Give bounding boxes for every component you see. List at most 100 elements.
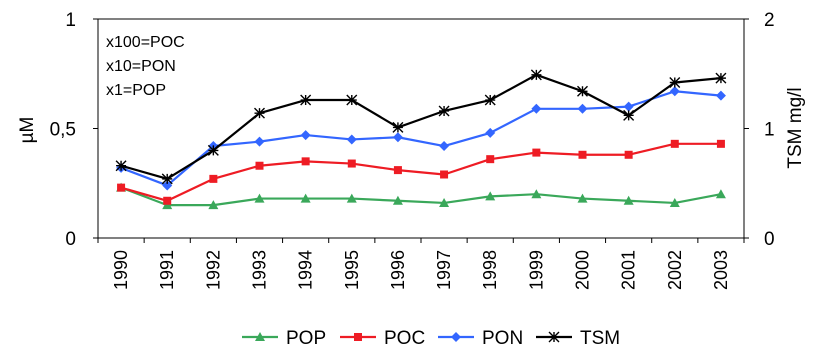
poc-point [578,150,587,159]
pop-point [392,195,403,205]
x-tick-label: 1995 [342,250,362,290]
poc-point [486,155,495,164]
x-tick-label: 1990 [111,250,131,290]
series-layer [115,69,727,210]
legend-marker [548,331,560,343]
x-tick-label: 2000 [573,250,593,290]
left-axis: 00,51 [50,10,98,250]
pop-point [715,189,726,199]
tsm-point [300,94,312,106]
right-tick-label: 1 [764,120,775,141]
tsm-point [438,105,450,117]
tsm-point [669,77,681,89]
tsm-point [392,121,404,133]
annotation-pon: x10=PON [106,58,176,75]
pon-point [439,141,450,152]
x-axis: 1990 1991 1992 1993 1994 1995 1996 1997 1998 1999… [97,238,745,290]
pon-point [669,86,680,97]
y-right-label: TSM mg/l [785,87,806,168]
legend-item-tsm: TSM [536,328,620,349]
y-left-label: µM [17,117,38,144]
poc-point [117,183,126,192]
poc-point [255,161,264,170]
pop-point [531,189,542,199]
tsm-line [120,73,722,180]
legend-label: POC [384,328,425,349]
pon-point [254,136,265,147]
x-tick-label: 1998 [480,250,500,290]
pon-point [577,103,588,114]
pop-point [439,197,450,207]
pon-point [346,134,357,145]
series-tsm [115,69,727,185]
legend-label: TSM [580,328,620,349]
pop-line [120,186,722,207]
poc-point [163,196,172,205]
legend-marker [255,332,265,341]
x-tick-label: 1991 [157,250,177,290]
legend-marker [354,333,362,341]
x-tick-label: 1992 [203,250,223,290]
pop-point [485,191,496,201]
annotation-poc: x100=POC [106,34,185,51]
pon-point [715,90,726,101]
x-tick-label: 1993 [250,250,270,290]
legend-label: PON [482,328,523,349]
right-tick-label: 2 [764,10,775,31]
poc-point [532,148,541,157]
x-tick-label: 2002 [665,250,685,290]
pon-point [623,101,634,112]
pon-point [300,130,311,141]
tsm-point [346,94,358,106]
x-tick-label: 1994 [296,250,316,290]
left-tick-label: 1 [65,10,76,31]
legend-item-pon: PON [438,328,523,349]
pop-point [623,195,634,205]
pop-point [577,193,588,203]
poc-point [624,150,633,159]
legend: POP POC PON TSM [242,328,620,349]
series-pop [116,182,726,210]
tsm-point [623,109,635,121]
annotation-pop: x1=POP [106,82,166,99]
pon-point [485,127,496,138]
poc-point [301,157,310,166]
pop-point [346,193,357,203]
legend-marker [451,332,461,342]
pop-point [208,200,219,210]
x-tick-label: 2001 [619,250,639,290]
tsm-point [484,94,496,106]
tsm-point [577,85,588,97]
poc-point [347,159,356,168]
tsm-point [254,107,265,119]
poc-point [670,139,679,148]
x-tick-label: 2003 [711,250,731,290]
tsm-point [715,72,727,84]
pon-point [531,103,542,114]
tsm-point [207,144,219,156]
pop-point [669,197,680,207]
right-tick-label: 0 [764,229,775,250]
x-tick-label: 1999 [526,250,546,290]
pop-point [254,193,265,203]
tsm-point [115,160,127,172]
legend-item-pop: POP [242,328,326,349]
series-poc [117,139,725,205]
legend-item-poc: POC [340,328,425,349]
x-tick-label: 1996 [388,250,408,290]
left-tick-label: 0 [65,229,76,250]
poc-point [440,170,449,179]
poc-line [120,142,721,202]
tsm-point [161,173,173,185]
pon-point [162,180,173,191]
tsm-point [530,69,542,81]
poc-point [209,174,218,183]
pop-point [300,193,311,203]
poc-point [393,166,402,175]
left-tick-label: 0,5 [50,120,76,141]
poc-point [716,139,725,148]
legend-label: POP [286,328,326,349]
pon-point [392,132,403,143]
x-tick-label: 1997 [434,250,454,290]
